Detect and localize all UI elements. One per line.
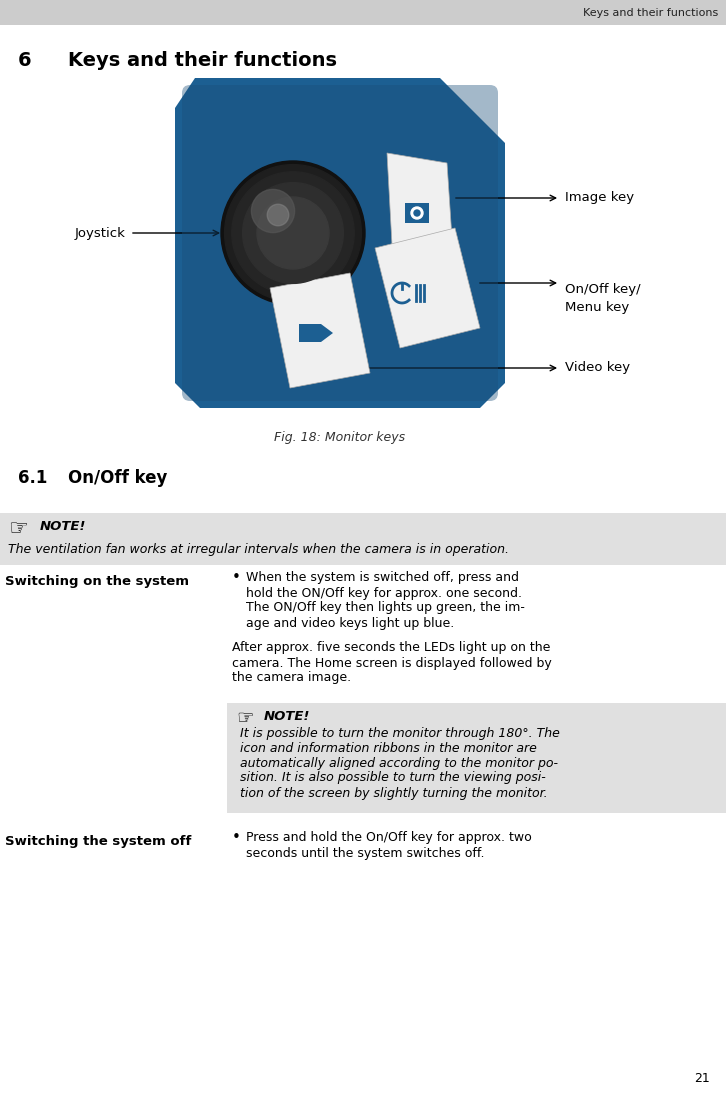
Text: NOTE!: NOTE! [264, 710, 311, 724]
Text: The ventilation fan works at irregular intervals when the camera is in operation: The ventilation fan works at irregular i… [8, 542, 509, 555]
Circle shape [411, 207, 423, 219]
Text: On/Off key: On/Off key [68, 469, 168, 487]
Circle shape [414, 210, 420, 216]
Text: ☞: ☞ [236, 709, 253, 729]
Text: When the system is switched off, press and: When the system is switched off, press a… [246, 572, 519, 585]
Bar [299, 324, 321, 342]
Circle shape [242, 183, 343, 283]
Text: Video key: Video key [565, 362, 630, 375]
Text: 6: 6 [18, 50, 32, 70]
Text: It is possible to turn the monitor through 180°. The: It is possible to turn the monitor throu… [240, 727, 560, 740]
Circle shape [224, 165, 362, 302]
Text: tion of the screen by slightly turning the monitor.: tion of the screen by slightly turning t… [240, 787, 547, 799]
Text: hold the ON/Off key for approx. one second.: hold the ON/Off key for approx. one seco… [246, 587, 522, 599]
Text: sition. It is also possible to turn the viewing posi-: sition. It is also possible to turn the … [240, 772, 546, 785]
Circle shape [221, 161, 365, 305]
Text: Joystick: Joystick [74, 226, 125, 239]
Text: Press and hold the On/Off key for approx. two: Press and hold the On/Off key for approx… [246, 832, 531, 845]
Text: Switching the system off: Switching the system off [5, 834, 192, 847]
Text: seconds until the system switches off.: seconds until the system switches off. [246, 846, 484, 859]
Bar [227, 703, 726, 813]
Text: the camera image.: the camera image. [232, 671, 351, 684]
Polygon shape [175, 78, 505, 408]
Text: Image key: Image key [565, 191, 634, 204]
Polygon shape [270, 273, 370, 388]
Text: The ON/Off key then lights up green, the im-: The ON/Off key then lights up green, the… [246, 601, 525, 614]
Text: Switching on the system: Switching on the system [5, 575, 189, 588]
Bar [405, 203, 429, 223]
Bar [0, 0, 726, 25]
Bar [0, 513, 726, 565]
Text: Keys and their functions: Keys and their functions [68, 50, 337, 70]
Text: ☞: ☞ [8, 519, 28, 539]
Text: automatically aligned according to the monitor po-: automatically aligned according to the m… [240, 756, 558, 769]
Polygon shape [375, 228, 480, 348]
Text: After approx. five seconds the LEDs light up on the: After approx. five seconds the LEDs ligh… [232, 642, 550, 655]
Text: •: • [232, 831, 241, 846]
Text: 6.1: 6.1 [18, 469, 47, 487]
Text: •: • [232, 571, 241, 586]
Text: age and video keys light up blue.: age and video keys light up blue. [246, 616, 454, 630]
FancyBboxPatch shape [182, 85, 498, 401]
Text: On/Off key/
Menu key: On/Off key/ Menu key [565, 283, 640, 314]
Text: icon and information ribbons in the monitor are: icon and information ribbons in the moni… [240, 741, 537, 754]
Text: NOTE!: NOTE! [40, 520, 86, 533]
Text: Fig. 18: Monitor keys: Fig. 18: Monitor keys [274, 432, 406, 445]
Polygon shape [387, 153, 453, 263]
Text: 21: 21 [694, 1071, 710, 1084]
Circle shape [257, 197, 329, 269]
Polygon shape [321, 324, 333, 342]
Circle shape [251, 189, 295, 233]
Text: Keys and their functions: Keys and their functions [583, 8, 718, 17]
Circle shape [267, 204, 289, 226]
Circle shape [232, 172, 354, 294]
Text: camera. The Home screen is displayed followed by: camera. The Home screen is displayed fol… [232, 657, 552, 670]
